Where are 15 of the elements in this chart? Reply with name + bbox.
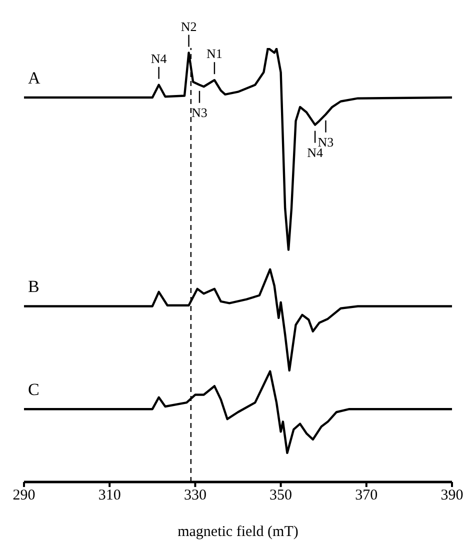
- x-tick-label: 330: [184, 488, 206, 504]
- x-tick-label: 350: [270, 488, 292, 504]
- annotation: N1: [206, 46, 222, 62]
- x-tick-label: 390: [440, 488, 464, 504]
- series-label: A: [28, 68, 41, 88]
- x-tick-label: 370: [355, 488, 378, 504]
- x-tick-label: 290: [12, 488, 36, 504]
- x-tick-label: 310: [98, 488, 121, 504]
- annotation: N3: [318, 134, 334, 150]
- series-label: B: [28, 277, 40, 296]
- series-label: C: [28, 380, 40, 400]
- annotation: N4: [150, 50, 168, 66]
- annotation: N2: [180, 18, 197, 34]
- annotation: N3: [192, 104, 208, 120]
- x-axis-title: magnetic field (mT): [178, 524, 298, 540]
